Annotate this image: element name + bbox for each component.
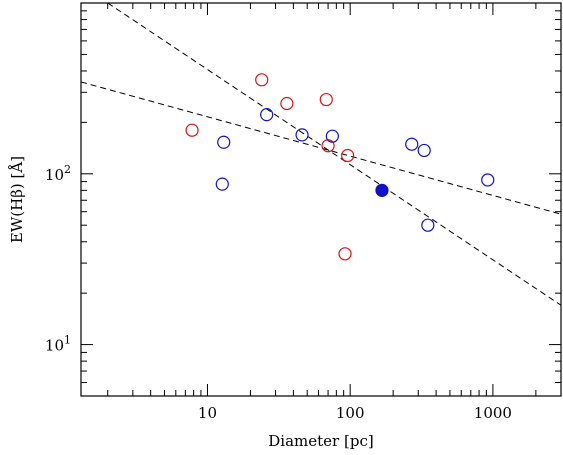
- fit-lines: [81, 3, 561, 306]
- data-point: [417, 143, 431, 158]
- data-point: [319, 92, 333, 107]
- axis-ticks: [81, 2, 562, 397]
- tick-labels: 10 100 1000 101 102: [45, 163, 512, 422]
- data-point: [341, 148, 355, 163]
- y-tick-label: 101: [45, 334, 71, 355]
- data-point: [185, 123, 199, 137]
- y-axis-label: EW(Hβ) [Å]: [8, 156, 26, 243]
- data-points: [185, 73, 495, 261]
- data-point: [255, 73, 269, 87]
- x-tick-label: 10: [198, 404, 217, 422]
- data-point: [215, 177, 229, 191]
- data-point: [295, 128, 309, 142]
- dashed-fit-line: [107, 3, 561, 306]
- x-tick-label: 1000: [474, 404, 512, 422]
- x-tick-label: 100: [336, 404, 365, 422]
- data-point: [481, 173, 495, 187]
- data-point: [260, 108, 274, 122]
- y-tick-label: 102: [45, 163, 71, 184]
- data-point: [421, 218, 435, 232]
- data-point: [325, 129, 339, 143]
- data-point: [280, 96, 294, 111]
- data-point: [217, 135, 231, 149]
- x-axis-label: Diameter [pc]: [268, 432, 373, 450]
- plot-frame: [80, 2, 562, 397]
- dashed-fit-line: [81, 81, 561, 215]
- data-point: [405, 137, 419, 151]
- filled-data-point: [375, 183, 389, 197]
- data-point: [338, 247, 352, 261]
